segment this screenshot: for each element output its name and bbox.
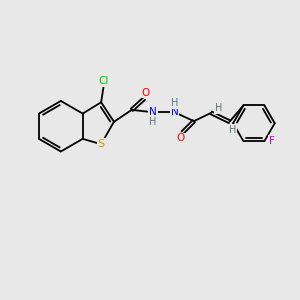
Text: H: H: [214, 103, 222, 113]
Text: O: O: [176, 134, 184, 143]
Text: H: H: [229, 125, 236, 135]
Text: N: N: [171, 107, 178, 117]
Text: S: S: [98, 139, 105, 149]
Text: H: H: [149, 117, 156, 127]
Text: O: O: [141, 88, 150, 98]
Text: H: H: [172, 98, 179, 108]
Text: N: N: [149, 107, 157, 117]
Text: F: F: [269, 136, 275, 146]
Text: Cl: Cl: [98, 76, 109, 86]
